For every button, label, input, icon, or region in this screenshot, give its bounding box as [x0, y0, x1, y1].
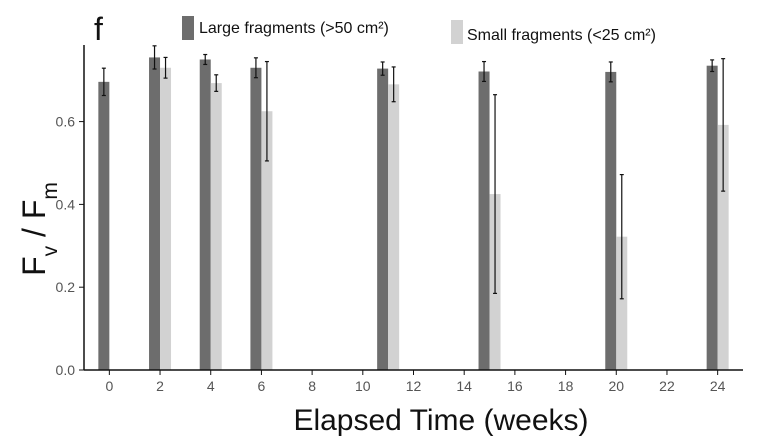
plot-area: 0 2 4 6 8 10 12 14 16 18 20 22 240.00.20.40.6 [56, 45, 743, 394]
y-tick-label-0: 0.0 [56, 362, 76, 378]
y-tick-label-2: 0.4 [56, 196, 76, 212]
y-tick-label-3: 0.6 [56, 114, 76, 130]
error-bar-small-week-4 [214, 74, 219, 92]
bar-small-week-6 [261, 111, 273, 371]
y-axis-title: Fv / Fm [16, 182, 62, 276]
error-bar-small-week-6 [264, 60, 269, 162]
x-tick-label-0: 0 [105, 378, 113, 394]
y-axis-title-subscript-v: v [39, 245, 62, 256]
legend-swatch-small [451, 20, 463, 44]
x-tick-label-22: 22 [659, 378, 675, 394]
y-axis-title-main: F [16, 256, 52, 276]
bar-large-week-24 [706, 65, 718, 370]
error-bar-small-week-11 [391, 66, 396, 103]
error-bar-large-week-4 [203, 53, 208, 66]
x-tick-label-12: 12 [406, 378, 422, 394]
bars [98, 57, 729, 371]
x-axis-title: Elapsed Time (weeks) [293, 404, 588, 437]
bar-small-week-20 [616, 236, 628, 370]
legend-swatch-large [182, 16, 194, 40]
tick-labels: 0 2 4 6 8 10 12 14 16 18 20 22 240.00.20.40.6 [56, 114, 726, 394]
error-bar-large-week-0 [101, 67, 106, 97]
bar-large-week-20 [605, 71, 617, 370]
error-bar-small-week-20 [619, 173, 624, 300]
bar-large-week-2 [149, 57, 161, 371]
error-bar-small-week-24 [721, 58, 726, 192]
error-bar-large-week-6 [253, 57, 258, 79]
error-bar-large-week-15 [482, 60, 487, 83]
x-tick-label-18: 18 [558, 378, 574, 394]
y-axis-title-separator: / F [16, 200, 52, 246]
error-bar-small-week-2 [163, 56, 168, 79]
error-bar-large-week-2 [152, 45, 157, 70]
x-tick-label-24: 24 [710, 378, 726, 394]
bar-large-week-11 [377, 68, 389, 370]
bar-large-week-15 [478, 71, 490, 370]
x-tick-label-6: 6 [258, 378, 266, 394]
x-tick-label-14: 14 [456, 378, 472, 394]
bar-small-week-24 [717, 124, 729, 371]
panel-label: f [94, 11, 103, 47]
x-tick-label-2: 2 [156, 378, 164, 394]
x-tick-label-8: 8 [308, 378, 316, 394]
x-tick-label-4: 4 [207, 378, 215, 394]
bar-small-week-4 [210, 83, 222, 370]
error-bars [101, 45, 726, 300]
axes [79, 45, 743, 375]
error-bar-large-week-20 [608, 61, 613, 83]
bar-small-week-2 [160, 67, 172, 371]
error-bar-large-week-24 [710, 59, 715, 73]
legend: Large fragments (>50 cm²) Small fragment… [182, 16, 656, 44]
bar-large-week-6 [250, 67, 262, 371]
x-tick-label-16: 16 [507, 378, 523, 394]
y-tick-label-1: 0.2 [56, 279, 76, 295]
x-tick-label-20: 20 [608, 378, 624, 394]
bar-large-week-0 [98, 81, 110, 370]
legend-label-small: Small fragments (<25 cm²) [467, 27, 656, 44]
bar-small-week-11 [388, 84, 400, 370]
y-axis-title-subscript-m: m [39, 182, 62, 200]
error-bar-small-week-15 [493, 94, 498, 295]
bar-large-week-4 [199, 59, 211, 371]
error-bar-large-week-11 [380, 61, 385, 76]
legend-label-large: Large fragments (>50 cm²) [199, 20, 389, 37]
x-tick-label-10: 10 [355, 378, 371, 394]
